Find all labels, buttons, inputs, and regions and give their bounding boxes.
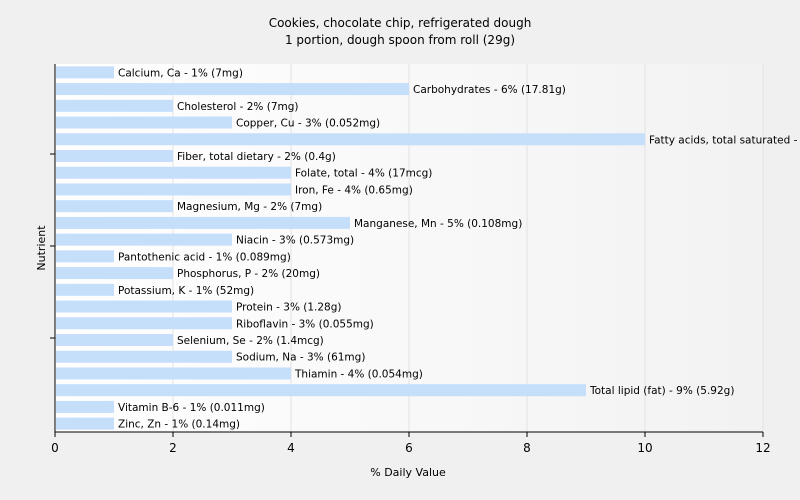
axes [50, 64, 764, 437]
bar-label: Iron, Fe - 4% (0.65mg) [295, 184, 413, 196]
bar-label: Calcium, Ca - 1% (7mg) [118, 67, 243, 79]
bar [56, 200, 173, 213]
bar-label: Niacin - 3% (0.573mg) [236, 235, 354, 247]
bar-label: Zinc, Zn - 1% (0.14mg) [118, 419, 240, 431]
bar [56, 417, 114, 430]
x-tick-labels: 0 2 4 6 8 10 12 [51, 441, 770, 455]
bar-label: Total lipid (fat) - 9% (5.92g) [589, 385, 734, 397]
x-axis-label: % Daily Value [370, 466, 446, 479]
bar-label: Fatty acids, total saturated - 10% (1.95… [649, 134, 800, 146]
bar-label: Protein - 3% (1.28g) [236, 302, 342, 314]
bar [56, 350, 232, 363]
bar-label: Magnesium, Mg - 2% (7mg) [177, 201, 322, 213]
bar [56, 250, 114, 263]
bar-label: Cholesterol - 2% (7mg) [177, 101, 299, 113]
bar-label: Pantothenic acid - 1% (0.089mg) [118, 251, 291, 263]
bar [56, 216, 350, 229]
bar [56, 367, 291, 380]
bar [56, 150, 173, 162]
bar [56, 116, 232, 129]
chart-title: Cookies, chocolate chip, refrigerated do… [269, 16, 532, 30]
bar [56, 183, 291, 196]
bar [56, 99, 173, 112]
chart-subtitle: 1 portion, dough spoon from roll (29g) [285, 33, 515, 47]
bars: Calcium, Ca - 1% (7mg) Carbohydrates - 6%… [56, 66, 800, 431]
bar [56, 267, 173, 280]
bar-label: Vitamin B-6 - 1% (0.011mg) [118, 402, 265, 414]
x-tick-label: 0 [51, 441, 59, 455]
x-tick-label: 12 [755, 441, 770, 455]
bar-label: Manganese, Mn - 5% (0.108mg) [354, 218, 522, 230]
x-tick-label: 10 [637, 441, 652, 455]
bar-label: Fiber, total dietary - 2% (0.4g) [177, 151, 336, 163]
bar-label: Riboflavin - 3% (0.055mg) [236, 318, 374, 330]
bar [56, 166, 291, 179]
x-tick-label: 4 [287, 441, 295, 455]
bar [56, 384, 586, 397]
bar [56, 233, 232, 246]
bar-label: Potassium, K - 1% (52mg) [118, 285, 254, 297]
bar-label: Thiamin - 4% (0.054mg) [294, 368, 423, 380]
bar-label: Carbohydrates - 6% (17.81g) [413, 84, 566, 96]
bar [56, 283, 114, 296]
x-tick-label: 8 [523, 441, 531, 455]
bar-label: Selenium, Se - 2% (1.4mcg) [177, 335, 324, 347]
bar [56, 66, 114, 79]
bar [56, 83, 409, 96]
bar [56, 317, 232, 330]
x-tick-label: 6 [405, 441, 413, 455]
bar-label: Phosphorus, P - 2% (20mg) [177, 268, 320, 280]
bar [56, 400, 114, 413]
bar [56, 300, 232, 313]
bar-label: Copper, Cu - 3% (0.052mg) [236, 118, 380, 130]
y-axis-label: Nutrient [35, 225, 48, 271]
bar [56, 133, 645, 146]
bar [56, 334, 173, 346]
x-tick-label: 2 [169, 441, 177, 455]
bar-label: Folate, total - 4% (17mcg) [295, 168, 432, 180]
bar-label: Sodium, Na - 3% (61mg) [236, 352, 365, 364]
